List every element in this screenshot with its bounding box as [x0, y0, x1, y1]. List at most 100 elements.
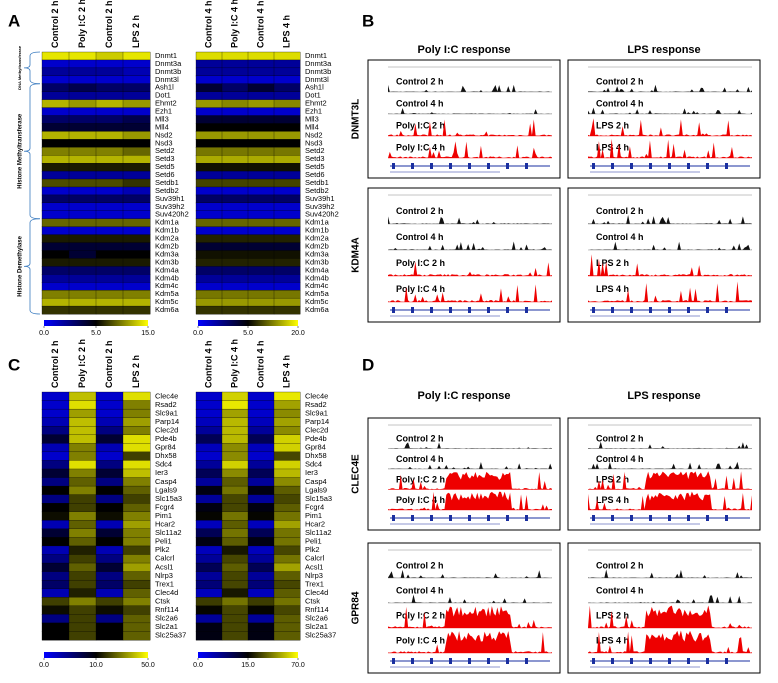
heatmap-cell [41, 554, 70, 564]
heatmap-cell [195, 178, 223, 188]
heatmap-cell [273, 115, 301, 124]
exon [649, 515, 652, 521]
exon [649, 658, 652, 664]
heatmap-cell [273, 186, 301, 196]
row-label: Setdb1 [155, 178, 179, 187]
heatmap-cell [195, 282, 223, 291]
heatmap-cell [68, 107, 97, 116]
row-label: Casp4 [305, 477, 327, 486]
heatmap-cell [95, 155, 124, 164]
heatmap-cell [122, 297, 151, 307]
exon [630, 658, 633, 664]
group-bracket [23, 218, 41, 315]
heatmap-cell [95, 554, 124, 564]
row-label: Slc25a37 [155, 631, 186, 640]
heatmap-cell [41, 631, 70, 641]
track-label: LPS 4 h [596, 495, 629, 505]
heatmap-cell [221, 202, 249, 212]
heatmap-cell [273, 511, 301, 521]
heatmap-cell [41, 485, 70, 496]
heatmap-cell [68, 537, 97, 547]
heatmap-cell [68, 443, 97, 453]
exon [411, 163, 414, 169]
row-label: Parp14 [305, 417, 329, 426]
colorbar-label: 0.0 [193, 330, 203, 337]
heatmap-cell [195, 528, 223, 538]
row-label: Lgals9 [305, 485, 327, 494]
row-label: Dnmt1 [155, 51, 177, 60]
row-label: Nlrp3 [305, 571, 323, 580]
row-label: Kdm1b [155, 226, 179, 235]
row-label: Dnmt3b [155, 67, 181, 76]
heatmap-cell [247, 545, 275, 555]
exon [449, 515, 452, 521]
signal-track [388, 471, 552, 490]
heatmap-cell [95, 131, 124, 140]
heatmap-cell [122, 485, 151, 496]
heatmap-cell [221, 562, 249, 573]
heatmap-cell [273, 494, 301, 504]
row-label: Slc2a1 [155, 622, 178, 631]
heatmap-cell [195, 614, 223, 624]
track-label: LPS 2 h [596, 475, 629, 485]
heatmap-cell [221, 59, 249, 69]
track-label: Control 2 h [396, 434, 444, 444]
heatmap-cell [195, 426, 223, 436]
row-label: Nsd2 [155, 130, 173, 139]
heatmap-cell [221, 178, 249, 188]
heatmap-cell [195, 266, 223, 275]
heatmap-cell [247, 91, 275, 101]
heatmap-cell [122, 99, 151, 109]
heatmap-cell [41, 417, 70, 427]
row-label: Kdm4c [305, 281, 329, 290]
heatmap-cell [247, 51, 275, 61]
heatmap-cell [68, 155, 97, 164]
heatmap-cell [221, 443, 249, 453]
signal-track [388, 241, 552, 250]
heatmap-cell [273, 178, 301, 188]
row-label: Dhx58 [305, 451, 327, 460]
heatmap-cell [68, 588, 97, 598]
colorbar [44, 652, 148, 658]
heatmap-cell [247, 485, 275, 496]
heatmap-cell [221, 51, 249, 61]
heatmap-cell [122, 178, 151, 188]
heatmap-cell [247, 178, 275, 188]
heatmap-cell [195, 494, 223, 504]
row-label: Ctsk [155, 597, 170, 606]
colorbar-label: 10.0 [89, 662, 103, 669]
heatmap-cell [68, 605, 97, 615]
heatmap-cell [68, 545, 97, 555]
heatmap-cell [273, 258, 301, 267]
heatmap-cell [41, 588, 70, 598]
heatmap-cell [41, 290, 70, 299]
heatmap-cell [195, 242, 223, 251]
heatmap-cell [68, 528, 97, 538]
heatmap-cell [247, 597, 275, 607]
column-header: Control 2 h [104, 341, 114, 389]
heatmap-cell [195, 417, 223, 427]
heatmap-cell [95, 545, 124, 555]
row-label: Slc15a3 [155, 494, 182, 503]
row-label: Parp14 [155, 417, 179, 426]
heatmap-cell [195, 562, 223, 573]
heatmap-cell [195, 274, 223, 283]
browser-column-title: Poly I:C response [418, 44, 511, 56]
heatmap-cell [122, 408, 151, 419]
signal-track [388, 119, 552, 136]
track-label: Control 2 h [596, 561, 644, 571]
signal-track [388, 462, 552, 469]
heatmap-cell [95, 579, 124, 590]
row-label: Kdm4b [155, 273, 179, 282]
row-label: Ier3 [155, 468, 168, 477]
heatmap-cell [68, 477, 97, 487]
row-label: Dnmt3b [305, 67, 331, 76]
heatmap-cell [247, 417, 275, 427]
heatmap-cell [273, 434, 301, 444]
signal-track [588, 471, 752, 490]
heatmap-cell [41, 194, 70, 204]
exon [449, 307, 452, 313]
heatmap-cell [122, 605, 151, 615]
heatmap-cell [221, 614, 249, 624]
exon [468, 163, 471, 169]
